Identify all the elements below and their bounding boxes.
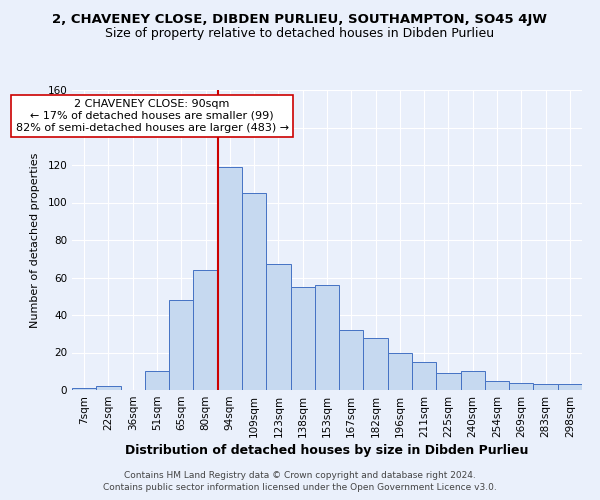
Bar — [242, 193, 266, 390]
Text: Size of property relative to detached houses in Dibden Purlieu: Size of property relative to detached ho… — [106, 28, 494, 40]
Bar — [339, 330, 364, 390]
Bar — [193, 270, 218, 390]
Bar — [145, 371, 169, 390]
Text: Contains public sector information licensed under the Open Government Licence v3: Contains public sector information licen… — [103, 483, 497, 492]
Bar — [266, 264, 290, 390]
Bar — [364, 338, 388, 390]
Text: 2, CHAVENEY CLOSE, DIBDEN PURLIEU, SOUTHAMPTON, SO45 4JW: 2, CHAVENEY CLOSE, DIBDEN PURLIEU, SOUTH… — [53, 12, 548, 26]
Bar — [388, 352, 412, 390]
Bar — [509, 382, 533, 390]
Bar — [315, 285, 339, 390]
Text: Contains HM Land Registry data © Crown copyright and database right 2024.: Contains HM Land Registry data © Crown c… — [124, 470, 476, 480]
Bar — [533, 384, 558, 390]
Bar — [169, 300, 193, 390]
Bar — [558, 384, 582, 390]
Bar — [412, 362, 436, 390]
Y-axis label: Number of detached properties: Number of detached properties — [31, 152, 40, 328]
Bar — [96, 386, 121, 390]
Bar — [72, 388, 96, 390]
Bar — [436, 373, 461, 390]
Bar — [461, 371, 485, 390]
Text: 2 CHAVENEY CLOSE: 90sqm
← 17% of detached houses are smaller (99)
82% of semi-de: 2 CHAVENEY CLOSE: 90sqm ← 17% of detache… — [16, 100, 289, 132]
Bar — [218, 167, 242, 390]
Bar — [290, 287, 315, 390]
X-axis label: Distribution of detached houses by size in Dibden Purlieu: Distribution of detached houses by size … — [125, 444, 529, 457]
Bar — [485, 380, 509, 390]
